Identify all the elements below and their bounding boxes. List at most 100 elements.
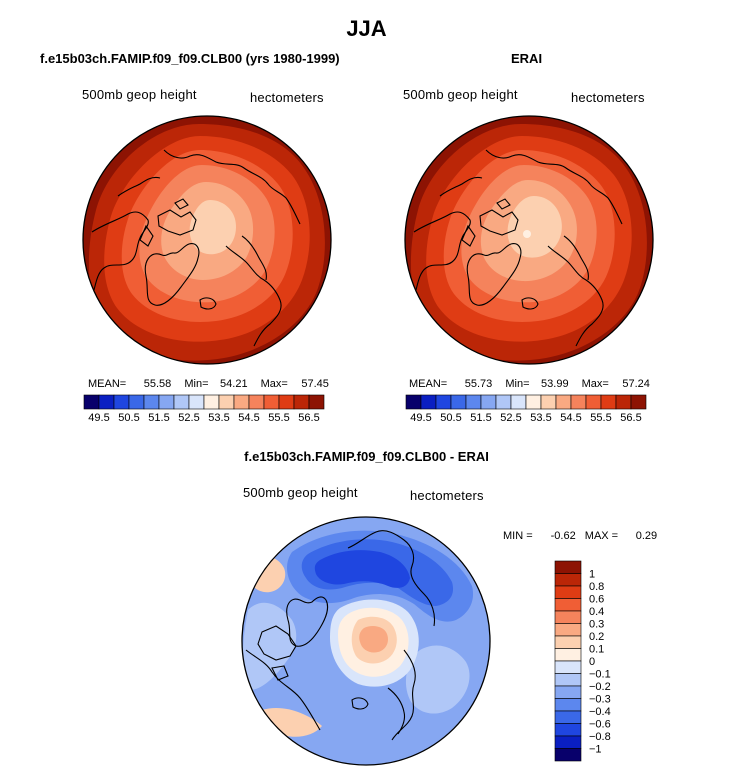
panel-3-colorbar-label: 0.2: [589, 631, 604, 643]
panel-2-iceland-outline: [521, 297, 539, 310]
panel-1-canada-archipelago: [139, 198, 197, 247]
panel-2-max-value: 57.24: [622, 378, 650, 390]
panel-3-colorbar-label: 0.4: [589, 606, 604, 618]
panel-2-colorbar-swatch: [600, 394, 617, 410]
panel-2-colorbar-swatch: [540, 394, 557, 410]
panel-1-colorbar-label: 51.5: [148, 412, 169, 424]
panel-3-colorbar-swatch: [554, 710, 582, 724]
panel-3-colorbar-label: 0.1: [589, 644, 604, 656]
panel-2-colorbar-swatch: [555, 394, 572, 410]
panel-1-colorbar-swatch: [128, 394, 145, 410]
panel-1-left-label: 500mb geop height: [82, 87, 197, 102]
panel-1-colorbar-swatch: [83, 394, 100, 410]
panel-2-map: [404, 115, 654, 365]
panel-1-colorbar-label: 50.5: [118, 412, 139, 424]
panel-3-colorbar-swatch: [554, 560, 582, 574]
panel-2-alaska-coast: [439, 176, 483, 197]
panel-1-stats: MEAN= 55.58 Min= 54.21 Max= 57.45: [88, 378, 329, 390]
panel-1-max-value: 57.45: [301, 378, 329, 390]
panel-3-colorbar-swatch: [554, 635, 582, 649]
panel-2-contour-peak: [523, 230, 531, 238]
panel-2-north-america-coast: [413, 211, 471, 291]
panel-3-colorbar-label: 0.8: [589, 581, 604, 593]
panel-3-contour-band: [405, 645, 470, 714]
panel-1-greenland-outline: [144, 243, 200, 306]
panel-2-europe-coast: [547, 245, 604, 347]
panel-1-max-label: Max=: [260, 378, 288, 390]
panel-2-greenland-outline: [466, 243, 522, 306]
panel-3-map-border: [241, 516, 491, 766]
panel-3-siberia-coast: [347, 530, 436, 627]
panel-1-colorbar-swatch: [143, 394, 160, 410]
panel-2-colorbar-swatch: [615, 394, 632, 410]
panel-1-min-label: Min=: [184, 378, 209, 390]
panel-3-colorbar-label: −0.6: [589, 719, 611, 731]
panel-3-colorbar-label: −0.2: [589, 681, 611, 693]
panel-1-colorbar-swatch: [218, 394, 235, 410]
panel-3-colorbar-swatch: [554, 610, 582, 624]
panel-3-colorbar-label: −0.4: [589, 706, 611, 718]
panel-3-colorbar-label: 0.3: [589, 619, 604, 631]
panel-1-colorbar-swatch: [233, 394, 250, 410]
panel-1-colorbar-swatch: [278, 394, 295, 410]
panel-3-colorbar-label: −1: [589, 744, 602, 756]
panel-2-colorbar-label: 52.5: [500, 412, 521, 424]
panel-2-colorbar-swatch: [450, 394, 467, 410]
panel-2-colorbar-label: 49.5: [410, 412, 431, 424]
panel-3-contour-band: [242, 602, 297, 690]
panel-2-colorbar-swatch: [510, 394, 527, 410]
panel-3-min-value: -0.62: [550, 530, 576, 542]
panel-2-min-value: 53.99: [541, 378, 569, 390]
panel-1-colorbar-label: 52.5: [178, 412, 199, 424]
panel-2-min-label: Min=: [505, 378, 530, 390]
panel-3-scandinavia-coast: [387, 687, 406, 735]
panel-3-colorbar-label: 0.6: [589, 594, 604, 606]
panel-3-colorbar-swatch: [554, 735, 582, 749]
panel-3-europe-coast: [391, 649, 416, 741]
panel-2-left-label: 500mb geop height: [403, 87, 518, 102]
panel-2-mean-label: MEAN=: [409, 378, 448, 390]
panel-3-coastlines: [245, 530, 436, 741]
panel-2-colorbar-swatch: [585, 394, 602, 410]
panel-3-left-label: 500mb geop height: [243, 485, 358, 500]
panel-3-iceland-outline: [351, 697, 369, 710]
panel-2-colorbar-swatch: [420, 394, 437, 410]
panel-1-colorbar-swatch: [263, 394, 280, 410]
panel-1-scandinavia-coast: [241, 235, 267, 281]
panel-3-colorbar-swatch: [554, 673, 582, 687]
panel-2-canada-archipelago: [461, 198, 519, 247]
panel-2-colorbar-swatch: [435, 394, 452, 410]
panel-1-colorbar-label: 53.5: [208, 412, 229, 424]
panel-3-colorbar-swatch: [554, 698, 582, 712]
panel-1-colorbar-swatch: [113, 394, 130, 410]
panel-3-colorbar-swatch: [554, 685, 582, 699]
panel-1-colorbar-swatch: [98, 394, 115, 410]
panel-3-max-value: 0.29: [635, 530, 658, 542]
panel-2-scandinavia-coast: [563, 235, 589, 281]
panel-1-colorbar-swatch: [158, 394, 175, 410]
panel-1-siberia-coast: [163, 149, 301, 225]
panel-3-north-america-coast: [245, 649, 321, 731]
panel-1-coastlines: [91, 149, 301, 347]
panel-2-colorbar-label: 54.5: [560, 412, 581, 424]
panel-2-stats: MEAN= 55.73 Min= 53.99 Max= 57.24: [409, 378, 650, 390]
panel-3-colorbar-label: −0.1: [589, 669, 611, 681]
panel-3-colorbar-label: −0.3: [589, 694, 611, 706]
panel-3-colorbar-label: −0.8: [589, 731, 611, 743]
panel-3-colorbar-swatch: [554, 623, 582, 637]
panel-1-colorbar-label: 54.5: [238, 412, 259, 424]
panel-1-right-label: hectometers: [250, 90, 324, 105]
panel-3-colorbar-swatch: [554, 598, 582, 612]
panel-3-max-label: MAX =: [584, 530, 619, 542]
panel-1-mean-value: 55.58: [143, 378, 172, 390]
panel-1-colorbar-swatch: [188, 394, 205, 410]
panel-2-coastlines: [413, 149, 623, 347]
panel-1-colorbar: 49.5 50.5 51.5 52.5 53.5 54.5 55.5 56.5: [83, 394, 325, 424]
panel-3-colorbar-swatch: [554, 660, 582, 674]
panel-3-colorbar-swatch: [554, 573, 582, 587]
panel-2-right-label: hectometers: [571, 90, 645, 105]
panel-2-map-border: [404, 115, 654, 365]
panel-3-colorbar-label: 1: [589, 569, 595, 581]
panel-3-map: [241, 516, 491, 766]
